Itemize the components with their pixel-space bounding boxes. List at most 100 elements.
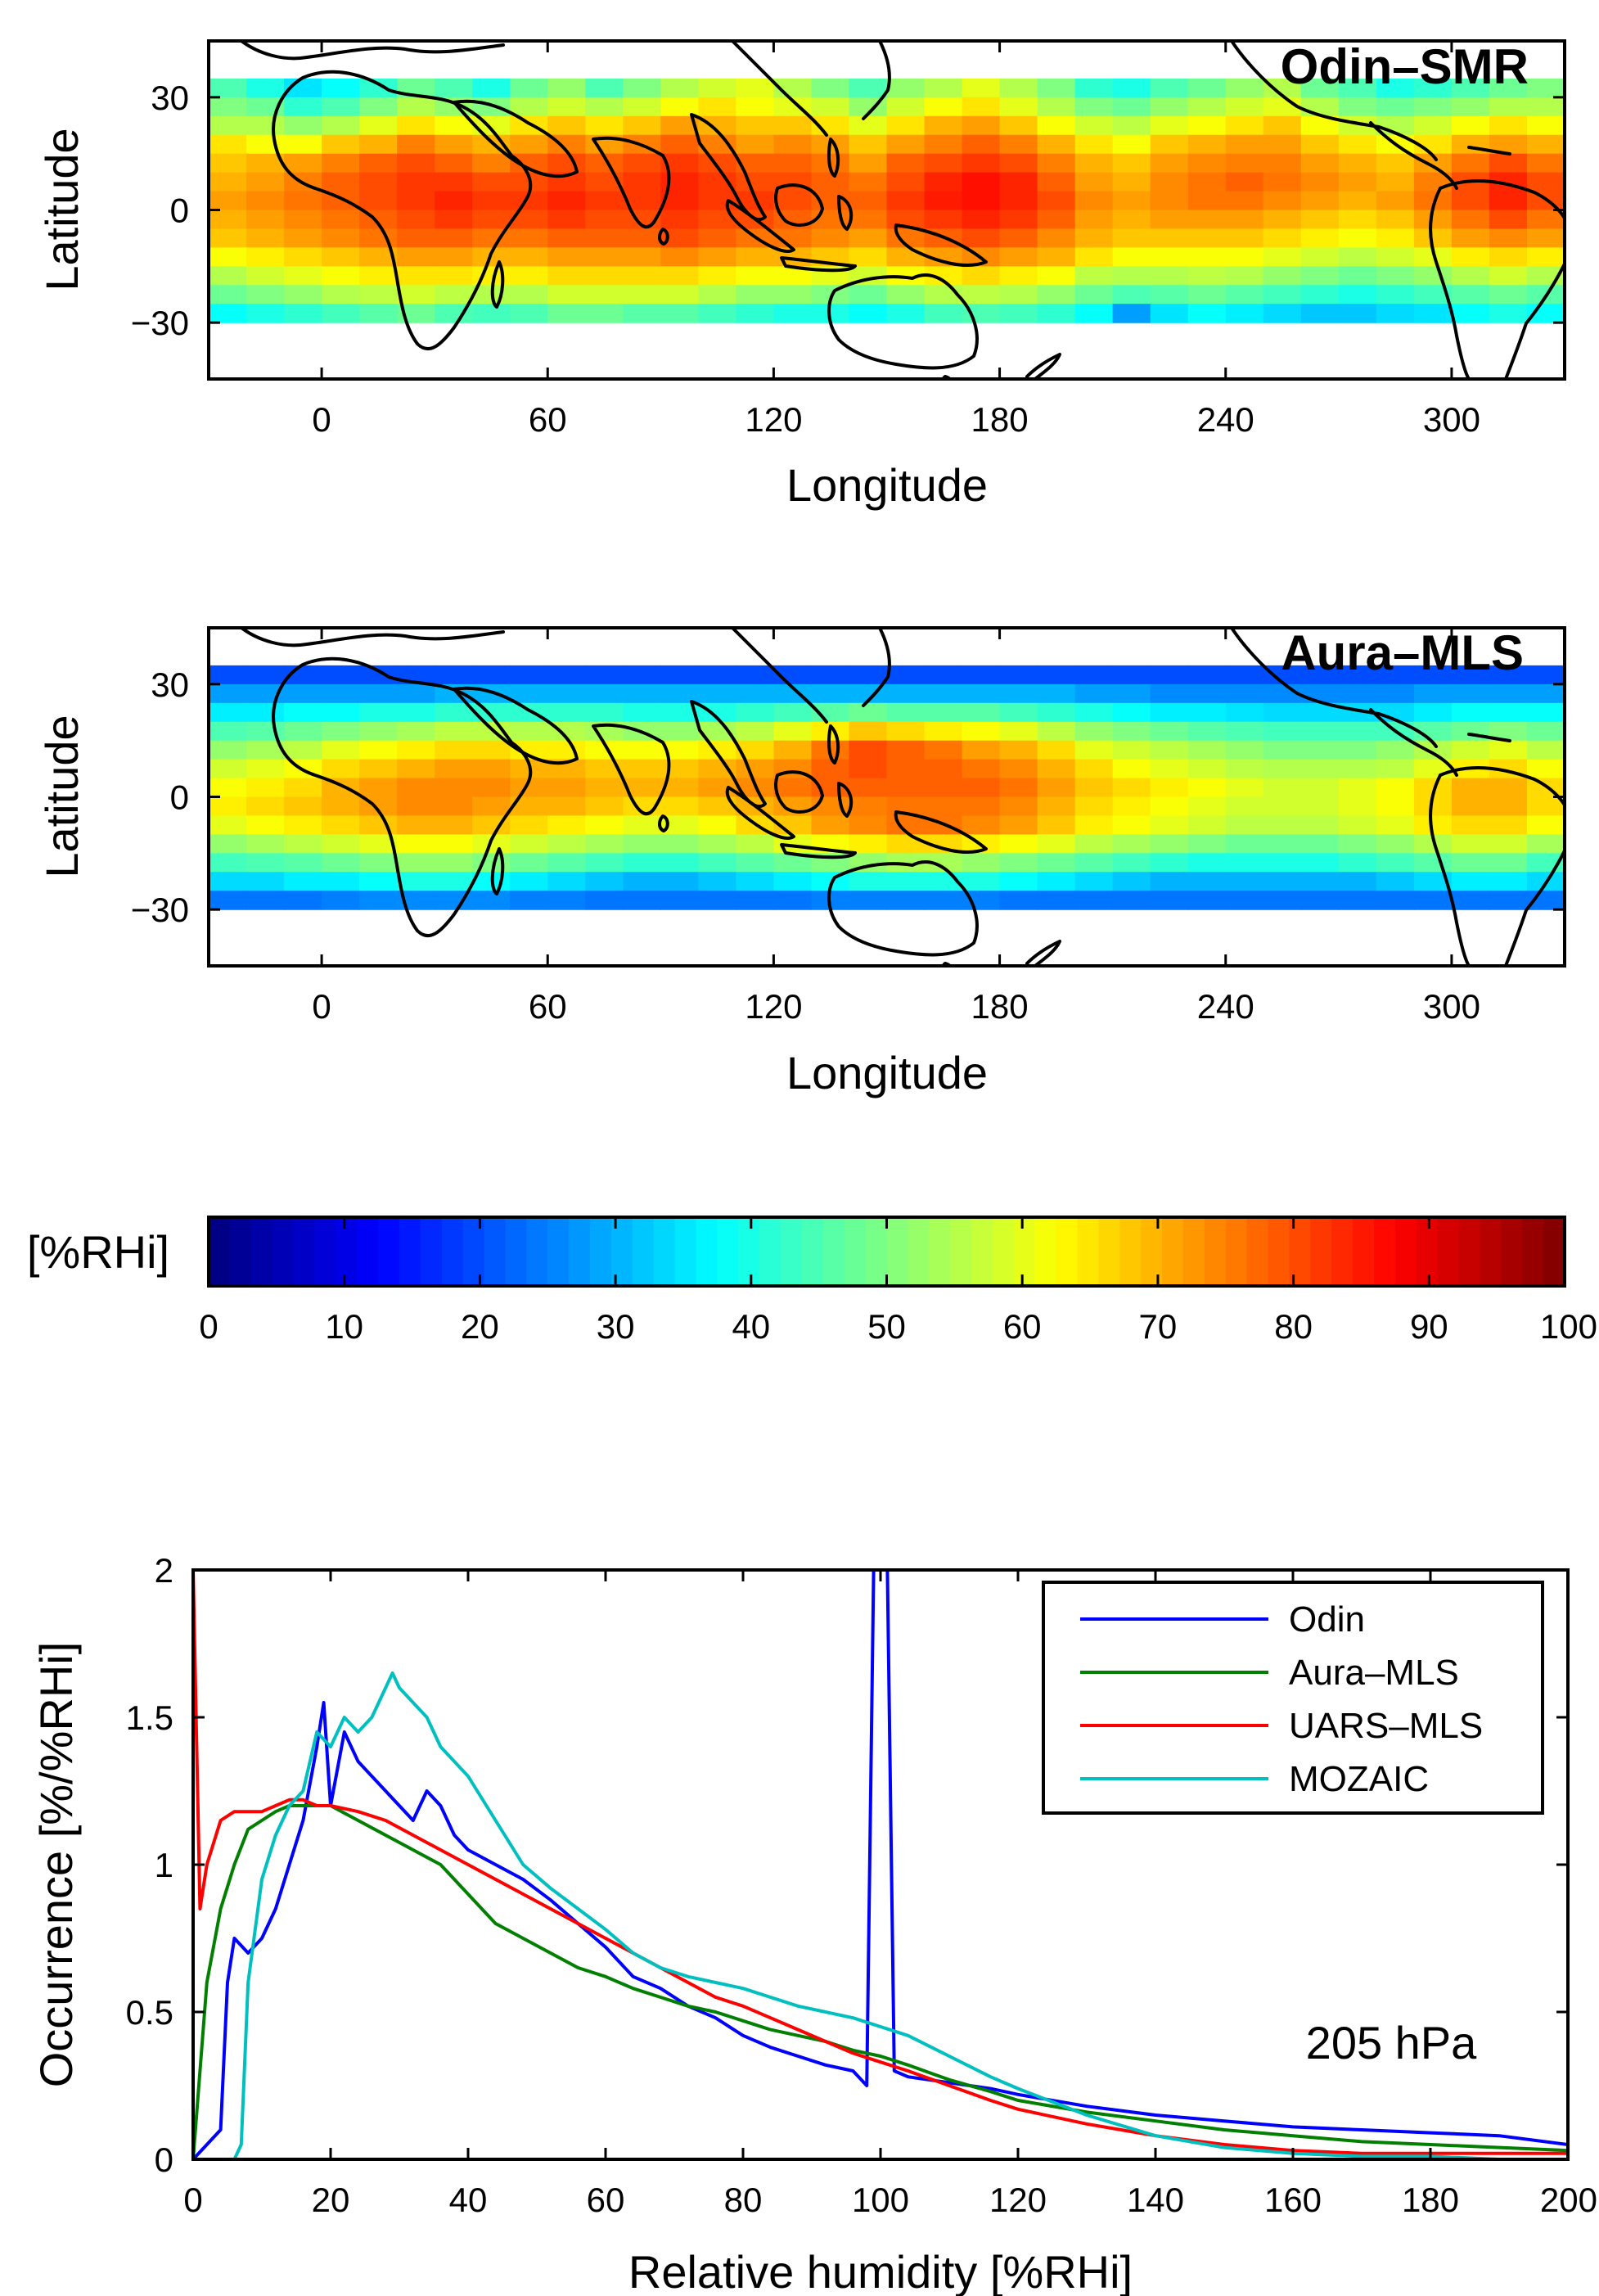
heatmap-cell bbox=[1300, 740, 1340, 760]
heatmap-cell bbox=[773, 853, 813, 873]
heatmap-cell bbox=[698, 759, 736, 779]
heatmap-cell bbox=[1074, 191, 1114, 211]
heatmap-cell bbox=[1300, 891, 1340, 910]
heatmap-cell bbox=[246, 740, 285, 760]
heatmap-cell bbox=[623, 740, 661, 760]
heatmap-cell bbox=[773, 721, 813, 742]
heatmap-cell bbox=[1037, 210, 1076, 230]
heatmap-cell bbox=[1037, 228, 1076, 248]
heatmap-cell bbox=[1037, 304, 1076, 323]
heatmap-cell bbox=[1037, 740, 1076, 760]
colorbar-cell bbox=[1268, 1217, 1290, 1286]
heatmap-cell bbox=[773, 191, 813, 211]
heatmap-cell bbox=[1300, 815, 1340, 835]
heatmap-cell bbox=[623, 872, 661, 891]
heatmap-cell bbox=[999, 97, 1038, 117]
heatmap-cell bbox=[736, 759, 775, 779]
colorbar-gradient bbox=[209, 1217, 1565, 1286]
heatmap-cell bbox=[1037, 134, 1076, 155]
heatmap-cell bbox=[547, 872, 586, 891]
heatmap-cell bbox=[1074, 78, 1114, 98]
heatmap-cell bbox=[322, 872, 360, 891]
heatmap-cell bbox=[811, 172, 850, 192]
colorbar-cell bbox=[1141, 1217, 1163, 1286]
colorbar-cell bbox=[1182, 1217, 1205, 1286]
heatmap-cell bbox=[209, 228, 247, 248]
heatmap-cell bbox=[886, 740, 926, 760]
heatmap-cell bbox=[1225, 721, 1264, 742]
heatmap-cell bbox=[623, 759, 661, 779]
y-tick-label: 0 bbox=[155, 2140, 173, 2179]
heatmap-cell bbox=[660, 872, 699, 891]
heatmap-cell bbox=[962, 740, 1001, 760]
heatmap-cell bbox=[1112, 815, 1151, 835]
heatmap-cell bbox=[585, 796, 624, 817]
heatmap-cell bbox=[999, 815, 1038, 835]
colorbar-cell bbox=[865, 1217, 888, 1286]
heatmap-cell bbox=[284, 191, 322, 211]
heatmap-cell bbox=[999, 778, 1038, 798]
heatmap-cell bbox=[1037, 97, 1076, 117]
heatmap-cell bbox=[886, 172, 926, 192]
colorbar-cell bbox=[505, 1217, 527, 1286]
heatmap-cell bbox=[811, 683, 850, 704]
heatmap-cell bbox=[924, 172, 963, 192]
heatmap-cell bbox=[1074, 834, 1114, 854]
heatmap-cell bbox=[1074, 721, 1114, 742]
heatmap-cell bbox=[1187, 683, 1227, 704]
heatmap-cell bbox=[397, 228, 435, 248]
heatmap-cell bbox=[1263, 834, 1302, 854]
heatmap-cell bbox=[1451, 853, 1490, 873]
heatmap-cell bbox=[322, 815, 360, 835]
heatmap-cell bbox=[1263, 228, 1302, 248]
heatmap-cell bbox=[1489, 78, 1528, 98]
heatmap-cell bbox=[623, 853, 661, 873]
heatmap-cell bbox=[1225, 665, 1264, 685]
heatmap-cell bbox=[1526, 78, 1565, 98]
heatmap-cell bbox=[811, 285, 850, 304]
heatmap-cell bbox=[1074, 228, 1114, 248]
heatmap-cell bbox=[1225, 210, 1264, 230]
legend: Odin Aura–MLS UARS–MLS MOZAIC bbox=[1042, 1581, 1544, 1815]
heatmap-cell bbox=[284, 683, 322, 704]
heatmap-cell bbox=[547, 115, 586, 136]
heatmap-cell bbox=[999, 210, 1038, 230]
heatmap-cell bbox=[359, 683, 398, 704]
colorbar-cell bbox=[844, 1217, 867, 1286]
heatmap-cell bbox=[359, 285, 398, 304]
heatmap-cell bbox=[1263, 134, 1302, 155]
heatmap-cell bbox=[1225, 228, 1264, 248]
heatmap-cell bbox=[359, 665, 398, 685]
heatmap-cell bbox=[397, 796, 435, 817]
heatmap-cell bbox=[1526, 153, 1565, 174]
colorbar-cell bbox=[399, 1217, 421, 1286]
heatmap-cell bbox=[1112, 172, 1151, 192]
heatmap-cell bbox=[1300, 702, 1340, 723]
heatmap-cell bbox=[698, 228, 736, 248]
heatmap-cell bbox=[209, 191, 247, 211]
heatmap-cell bbox=[1150, 872, 1189, 891]
heatmap-cell bbox=[510, 891, 548, 910]
heatmap-cell bbox=[547, 834, 586, 854]
heatmap-cell bbox=[435, 721, 473, 742]
heatmap-cell bbox=[849, 834, 888, 854]
heatmap-cell bbox=[1074, 210, 1114, 230]
heatmap-cell bbox=[1376, 778, 1415, 798]
colorbar-cell bbox=[781, 1217, 803, 1286]
heatmap-cell bbox=[1489, 740, 1528, 760]
heatmap-cell bbox=[547, 285, 586, 304]
heatmap-cell bbox=[924, 304, 963, 323]
heatmap-cell bbox=[1037, 796, 1076, 817]
heatmap-cell bbox=[1187, 266, 1227, 286]
heatmap-cell bbox=[209, 97, 247, 117]
heatmap-cell bbox=[811, 97, 850, 117]
heatmap-cell bbox=[1376, 97, 1415, 117]
heatmap-cell bbox=[1225, 702, 1264, 723]
heatmap-cell bbox=[435, 834, 473, 854]
heatmap-cell bbox=[284, 853, 322, 873]
heatmap-cell bbox=[246, 665, 285, 685]
x-tick-label: 120 bbox=[989, 2181, 1047, 2219]
heatmap-cell bbox=[510, 853, 548, 873]
heatmap-cell bbox=[962, 702, 1001, 723]
